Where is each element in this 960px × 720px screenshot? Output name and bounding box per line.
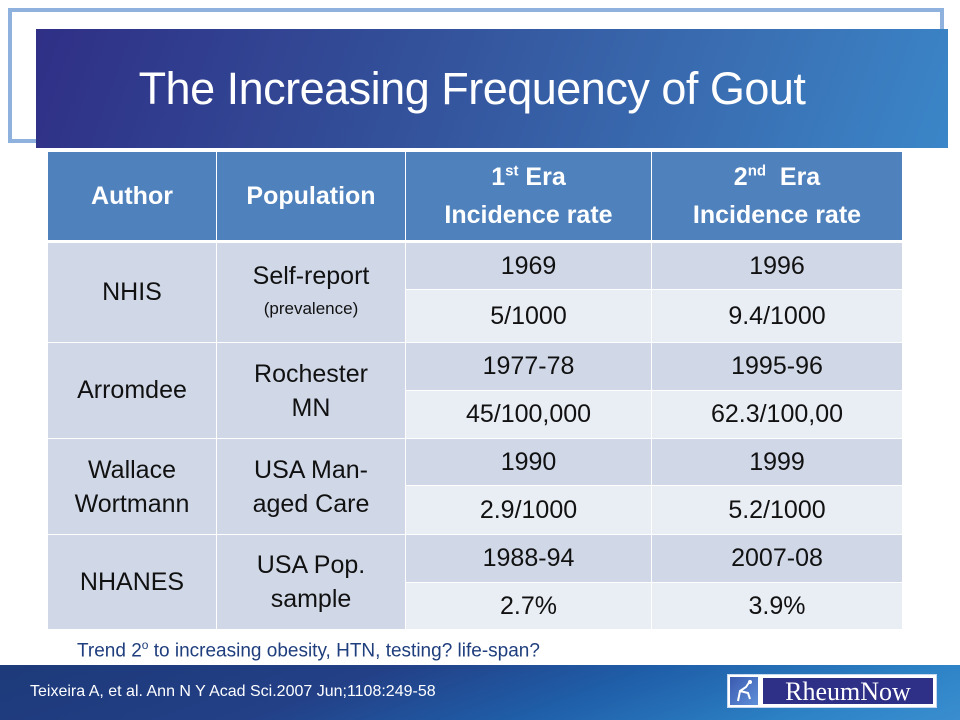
note-suffix: to increasing obesity, HTN, testing? lif… bbox=[148, 640, 540, 662]
gout-frequency-table: Author Population 1st Era Incidence rate… bbox=[47, 151, 903, 630]
cell-era2-year: 1996 bbox=[651, 241, 903, 290]
era2-ordinal: nd bbox=[747, 162, 767, 180]
table-header-row: Author Population 1st Era Incidence rate… bbox=[47, 151, 903, 243]
cell-era1-rate: 2.7% bbox=[405, 582, 652, 630]
cell-era1-year: 1969 bbox=[405, 241, 652, 290]
citation: Teixeira A, et al. Ann N Y Acad Sci.2007… bbox=[30, 683, 436, 700]
cell-author: Wallace Wortmann bbox=[47, 438, 217, 535]
era1-number: 1 bbox=[491, 163, 506, 191]
population-text: Self-report bbox=[252, 262, 370, 290]
cell-era1-rate: 2.9/1000 bbox=[405, 485, 652, 535]
cell-population: USA Pop. sample bbox=[216, 534, 406, 630]
table-row: Arromdee Rochester MN 1977-78 1995-96 bbox=[47, 342, 903, 439]
cell-author: Arromdee bbox=[47, 342, 217, 439]
cell-population: USA Man-aged Care bbox=[216, 438, 406, 535]
title-frame: The Increasing Frequency of Gout bbox=[8, 8, 948, 148]
era1-ordinal: st bbox=[505, 162, 519, 180]
cell-author: NHANES bbox=[47, 534, 217, 630]
table-row: 2.9/1000 5.2/1000 bbox=[48, 485, 903, 535]
era1-subheader: Incidence rate bbox=[444, 201, 613, 229]
table-row: Wallace Wortmann USA Man-aged Care 1990 … bbox=[47, 438, 903, 535]
rheumnow-logo: RheumNow bbox=[727, 674, 937, 708]
cell-era1-rate: 5/1000 bbox=[405, 289, 652, 343]
header-author: Author bbox=[47, 151, 217, 243]
cell-era2-rate: 62.3/100,00 bbox=[651, 390, 903, 439]
cell-era2-rate: 9.4/1000 bbox=[651, 289, 903, 343]
cell-population: Self-report (prevalence) bbox=[216, 241, 406, 343]
note-prefix: Trend 2 bbox=[77, 640, 142, 662]
slide-title: The Increasing Frequency of Gout bbox=[138, 62, 806, 114]
header-era1: 1st Era Incidence rate bbox=[405, 151, 652, 243]
era2-label: Era bbox=[766, 163, 821, 191]
cell-era2-year: 1999 bbox=[651, 438, 903, 486]
cell-population: Rochester MN bbox=[216, 342, 406, 439]
era1-label: Era bbox=[518, 163, 566, 191]
cell-era2-year: 1995-96 bbox=[651, 342, 903, 391]
logo-wordmark: RheumNow bbox=[762, 677, 934, 706]
cell-era2-rate: 5.2/1000 bbox=[651, 485, 903, 535]
table-row: NHIS Self-report (prevalence) 1969 1996 bbox=[47, 241, 903, 343]
cell-author: NHIS bbox=[47, 241, 217, 343]
table-row: 2.7% 3.9% bbox=[48, 582, 903, 630]
header-era2: 2nd Era Incidence rate bbox=[651, 151, 903, 243]
cell-era2-year: 2007-08 bbox=[651, 534, 903, 583]
cell-era1-year: 1977-78 bbox=[405, 342, 652, 391]
footer-band: Teixeira A, et al. Ann N Y Acad Sci.2007… bbox=[0, 665, 960, 720]
era2-subheader: Incidence rate bbox=[692, 201, 862, 229]
cell-era1-rate: 45/100,000 bbox=[405, 390, 652, 439]
table-row: NHANES USA Pop. sample 1988-94 2007-08 bbox=[47, 534, 903, 630]
population-subtext: (prevalence) bbox=[263, 299, 359, 318]
note-degree: o bbox=[141, 638, 149, 652]
cell-era2-rate: 3.9% bbox=[651, 582, 903, 630]
figure-icon bbox=[730, 677, 758, 705]
title-banner: The Increasing Frequency of Gout bbox=[36, 29, 948, 148]
header-population: Population bbox=[216, 151, 406, 243]
cell-era1-year: 1988-94 bbox=[405, 534, 652, 583]
trend-note: Trend 2o to increasing obesity, HTN, tes… bbox=[77, 638, 540, 662]
era2-number: 2 bbox=[733, 163, 748, 191]
cell-era1-year: 1990 bbox=[405, 438, 652, 486]
table-row: 5/1000 9.4/1000 bbox=[48, 289, 903, 343]
